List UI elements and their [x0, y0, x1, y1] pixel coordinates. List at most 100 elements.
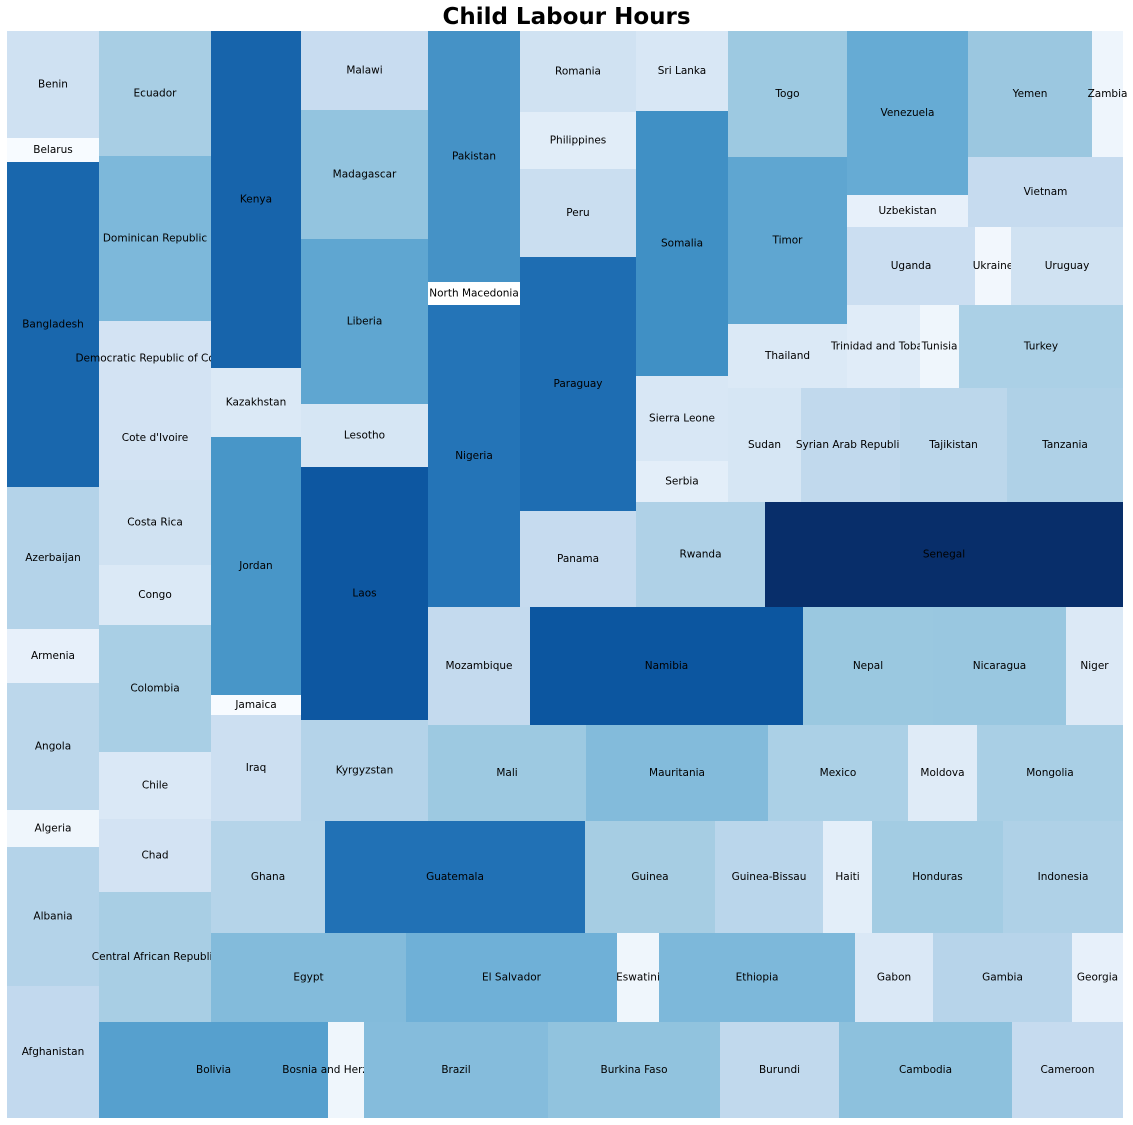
tile-rect	[7, 162, 99, 487]
tile-niger: Niger	[1066, 607, 1123, 725]
tile-ghana: Ghana	[211, 821, 325, 933]
tile-rect	[301, 239, 428, 404]
tile-rect	[908, 725, 977, 821]
tile-label: Mexico	[820, 767, 857, 779]
tile-rect	[801, 388, 900, 502]
tile-brazil: Brazil	[364, 1022, 548, 1118]
tile-chile: Chile	[99, 752, 211, 819]
tile-label: Bolivia	[196, 1064, 231, 1076]
tile-venezuela: Venezuela	[847, 31, 968, 195]
tile-label: Costa Rica	[127, 517, 183, 529]
tile-turkey: Turkey	[959, 305, 1123, 388]
tile-rect	[1092, 31, 1123, 157]
tile-north-macedonia: North Macedonia	[428, 282, 520, 305]
tile-senegal: Senegal	[765, 502, 1123, 607]
tile-label: Belarus	[33, 144, 72, 156]
tile-label: Kenya	[240, 194, 272, 206]
tile-eswatini: Eswatini	[616, 933, 660, 1022]
tile-rect	[211, 368, 301, 437]
tile-rect	[803, 607, 933, 725]
tile-rect	[99, 156, 211, 321]
tile-rect	[728, 388, 801, 502]
tile-rect	[1012, 1022, 1123, 1118]
tile-rect	[99, 565, 211, 625]
tile-rect	[99, 31, 211, 156]
tile-label: Niger	[1080, 660, 1109, 672]
tile-serbia: Serbia	[636, 461, 728, 502]
tile-label: Albania	[33, 911, 72, 923]
tile-tanzania: Tanzania	[1007, 388, 1123, 502]
tile-madagascar: Madagascar	[301, 110, 428, 239]
tile-label: Tanzania	[1041, 439, 1088, 451]
tile-vietnam: Vietnam	[968, 157, 1123, 227]
tile-label: Guinea	[631, 871, 668, 883]
tile-jamaica: Jamaica	[211, 695, 301, 715]
tile-rect	[968, 157, 1123, 227]
tile-label: Mozambique	[445, 660, 512, 672]
tile-rect	[428, 31, 520, 282]
tile-label: Turkey	[1023, 341, 1058, 353]
tile-rect	[99, 752, 211, 819]
tile-rwanda: Rwanda	[636, 502, 765, 607]
tile-label: El Salvador	[482, 972, 542, 984]
tile-cameroon: Cameroon	[1012, 1022, 1123, 1118]
tile-rect	[428, 607, 530, 725]
tile-iraq: Iraq	[211, 715, 301, 821]
tile-ukraine: Ukraine	[973, 227, 1014, 305]
tile-burundi: Burundi	[720, 1022, 839, 1118]
tile-rect	[933, 607, 1066, 725]
tile-label: Haiti	[835, 871, 859, 883]
tile-rect	[548, 1022, 720, 1118]
tile-label: Malawi	[346, 65, 382, 77]
tile-label: Timor	[772, 235, 804, 247]
tile-label: Sierra Leone	[649, 413, 715, 425]
tile-el-salvador: El Salvador	[406, 933, 617, 1022]
tile-label: Chad	[141, 850, 168, 862]
tile-dominican-republic: Dominican Republic	[99, 156, 211, 321]
tile-sudan: Sudan	[728, 388, 801, 502]
tile-label: Madagascar	[333, 169, 397, 181]
tile-label: Kyrgyzstan	[336, 765, 394, 777]
tile-rect	[99, 892, 211, 1022]
tile-rect	[301, 31, 428, 110]
tile-label: Sri Lanka	[658, 65, 707, 77]
tile-mongolia: Mongolia	[977, 725, 1123, 821]
tile-syrian-arab-republic: Syrian Arab Republic	[796, 388, 905, 502]
tile-rect	[977, 725, 1123, 821]
tile-label: Ecuador	[134, 88, 178, 100]
tile-rect	[7, 138, 99, 162]
tile-label: Ghana	[251, 871, 285, 883]
tile-rect	[586, 725, 768, 821]
tile-rect	[728, 324, 847, 388]
tile-rect	[520, 31, 636, 112]
tile-rect	[428, 282, 520, 305]
tile-rect	[211, 715, 301, 821]
chart-title: Child Labour Hours	[442, 4, 691, 30]
tile-mexico: Mexico	[768, 725, 908, 821]
tile-label: Dominican Republic	[103, 233, 208, 245]
tile-moldova: Moldova	[908, 725, 977, 821]
tile-congo: Congo	[99, 565, 211, 625]
tile-laos: Laos	[301, 467, 428, 720]
tile-label: Egypt	[293, 972, 323, 984]
tile-zambia: Zambia	[1088, 31, 1127, 157]
tile-rect	[520, 257, 636, 511]
tile-kenya: Kenya	[211, 31, 301, 368]
tile-liberia: Liberia	[301, 239, 428, 404]
tile-ethiopia: Ethiopia	[659, 933, 855, 1022]
tile-cambodia: Cambodia	[839, 1022, 1012, 1118]
tile-pakistan: Pakistan	[428, 31, 520, 282]
tile-rect	[530, 607, 803, 725]
tile-algeria: Algeria	[7, 810, 99, 847]
tile-label: Ukraine	[973, 260, 1014, 272]
tile-label: Liberia	[347, 316, 383, 328]
tile-label: Honduras	[912, 871, 963, 883]
tile-malawi: Malawi	[301, 31, 428, 110]
tile-rect	[847, 195, 968, 227]
tile-rect	[933, 933, 1072, 1022]
tile-label: Chile	[142, 780, 168, 792]
tile-rect	[7, 847, 99, 986]
tile-costa-rica: Costa Rica	[99, 480, 211, 565]
tile-rect	[428, 305, 520, 607]
tile-label: Cote d'Ivoire	[122, 432, 188, 444]
